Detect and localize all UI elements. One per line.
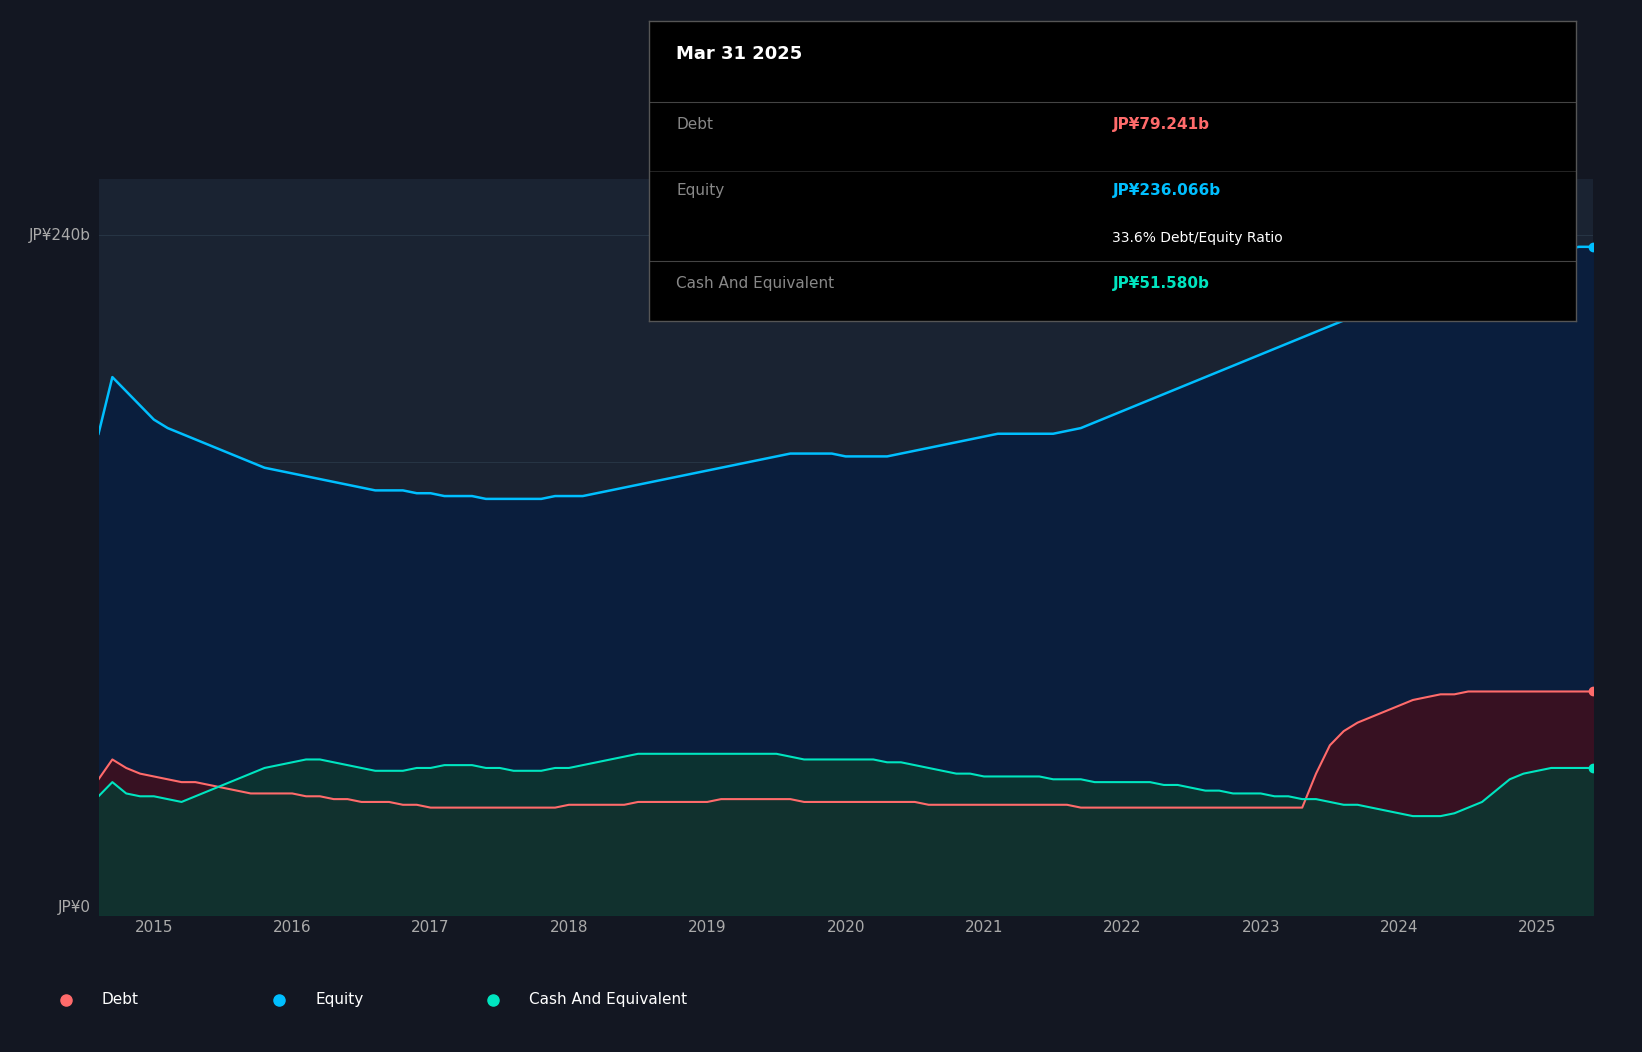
Text: JP¥79.241b: JP¥79.241b <box>1113 117 1210 132</box>
Text: 33.6% Debt/Equity Ratio: 33.6% Debt/Equity Ratio <box>1113 231 1282 245</box>
Text: Equity: Equity <box>315 992 363 1008</box>
Text: Cash And Equivalent: Cash And Equivalent <box>677 276 834 291</box>
Text: JP¥0: JP¥0 <box>57 901 90 915</box>
Text: JP¥236.066b: JP¥236.066b <box>1113 183 1220 198</box>
Text: JP¥51.580b: JP¥51.580b <box>1113 276 1209 291</box>
Text: Debt: Debt <box>677 117 713 132</box>
Text: Equity: Equity <box>677 183 724 198</box>
Text: Mar 31 2025: Mar 31 2025 <box>677 45 803 63</box>
Text: Cash And Equivalent: Cash And Equivalent <box>529 992 686 1008</box>
Text: Debt: Debt <box>102 992 140 1008</box>
Text: JP¥240b: JP¥240b <box>30 228 90 243</box>
